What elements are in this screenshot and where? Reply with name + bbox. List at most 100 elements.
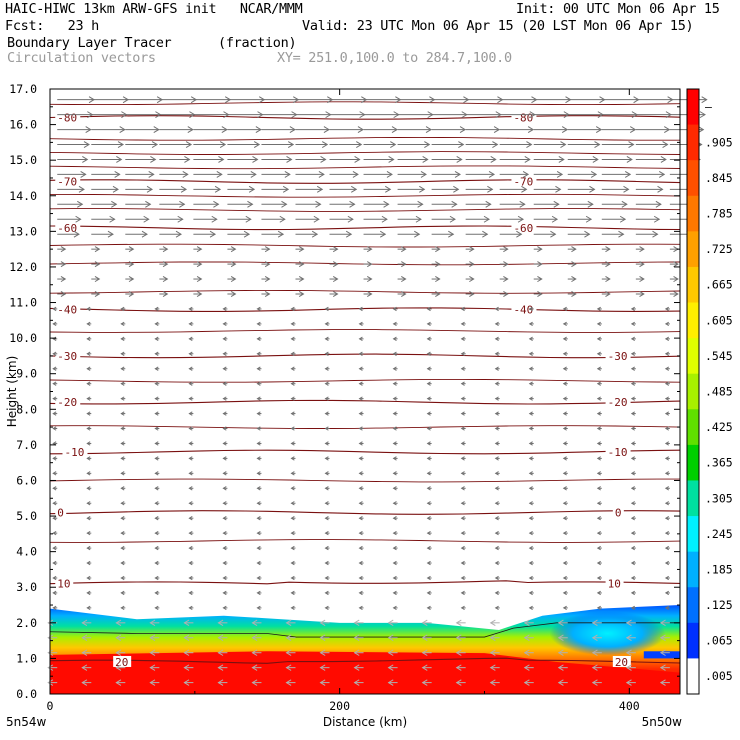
circulation-vector [188, 575, 194, 581]
vector-head [256, 441, 261, 446]
vector-head [528, 411, 533, 416]
circulation-vector [562, 590, 568, 596]
vector-head [561, 126, 569, 133]
vector-head [284, 170, 291, 178]
vector-head [562, 441, 567, 446]
vector-head [141, 230, 148, 238]
circulation-vector [290, 456, 296, 461]
circulation-vector [86, 351, 92, 356]
circulation-vector [86, 575, 92, 581]
vector-head [154, 306, 159, 312]
vector-head [251, 634, 258, 641]
vector-head [387, 664, 394, 671]
circulation-vector [635, 200, 662, 208]
temperature-contour-minor [49, 425, 681, 429]
vector-head [356, 141, 363, 148]
vector-head [417, 200, 424, 208]
circulation-vector [363, 156, 395, 163]
vector-head [425, 126, 432, 133]
vector-head [659, 679, 666, 686]
circulation-vector [193, 276, 203, 283]
vector-head [120, 441, 125, 446]
vector-head [196, 276, 203, 283]
circulation-vector [120, 530, 126, 536]
colorbar-swatch [687, 160, 699, 197]
circulation-vector [91, 261, 101, 268]
vector-head [392, 366, 397, 371]
circulation-vector [86, 530, 92, 536]
vector-head [664, 560, 670, 566]
circulation-vector [222, 545, 228, 551]
vector-head [222, 471, 227, 476]
temperature-contour [49, 449, 681, 455]
vector-head [183, 619, 190, 627]
vector-head [358, 486, 363, 491]
vector-head [494, 516, 499, 521]
circulation-vector [222, 396, 228, 401]
circulation-vector [120, 471, 126, 476]
circulation-vector [188, 306, 194, 312]
circulation-vector [319, 619, 330, 627]
vector-head [324, 336, 329, 341]
vector-head [528, 366, 533, 371]
circulation-vector [52, 530, 58, 536]
circulation-vector [392, 560, 398, 566]
vector-head [112, 185, 119, 193]
vector-head [379, 230, 387, 238]
circulation-vector [52, 381, 58, 386]
circulation-vector [664, 545, 670, 551]
vector-head [324, 516, 329, 521]
vector-head [188, 306, 193, 312]
circulation-vector [460, 426, 466, 431]
circulation-vector [227, 200, 254, 208]
circulation-vector [115, 634, 126, 641]
vector-head [494, 396, 499, 401]
vector-head [630, 575, 635, 581]
vector-head [557, 649, 564, 656]
y-tick-label: 2.0 [16, 616, 37, 630]
circulation-vector [159, 126, 194, 133]
circulation-vector [324, 501, 330, 506]
vector-head [523, 619, 530, 627]
circulation-vector [329, 230, 353, 238]
vector-head [311, 230, 319, 238]
vector-head [551, 215, 559, 223]
vector-head [415, 215, 422, 223]
x-start-location: 5n54w [6, 715, 47, 729]
circulation-vector [285, 619, 296, 627]
vector-head [188, 605, 193, 611]
temperature-contour-minor [49, 378, 681, 383]
colorbar-label: .065 [705, 634, 733, 648]
circulation-vector [154, 321, 160, 327]
circulation-vector [154, 366, 160, 371]
vector-head [188, 530, 193, 536]
circulation-vector [222, 456, 228, 461]
vector-head [426, 575, 431, 581]
circulation-vector [601, 111, 638, 119]
circulation-vector [125, 141, 159, 148]
circulation-vector [664, 530, 670, 536]
circulation-vector [567, 141, 601, 148]
vector-head [52, 426, 57, 431]
colorbar-label: .485 [705, 385, 733, 399]
circulation-vector [188, 351, 194, 356]
vector-head [352, 170, 359, 178]
circulation-vector [358, 530, 364, 536]
circulation-vector [630, 306, 636, 312]
circulation-vector [489, 649, 500, 656]
circulation-vector [149, 649, 160, 656]
circulation-vector [353, 664, 364, 671]
circulation-vector [52, 396, 58, 401]
vector-head [52, 321, 57, 327]
contour-label: -30 [57, 350, 77, 363]
vector-head [358, 560, 363, 566]
circulation-vector [290, 501, 296, 506]
vector-head [701, 96, 708, 104]
vector-head [94, 246, 101, 253]
circulation-vector [358, 306, 364, 312]
vector-head [517, 215, 525, 223]
circulation-vector [392, 366, 398, 371]
circulation-vector [57, 96, 96, 104]
colorbar-swatch [687, 124, 699, 161]
circulation-vector [591, 679, 602, 686]
